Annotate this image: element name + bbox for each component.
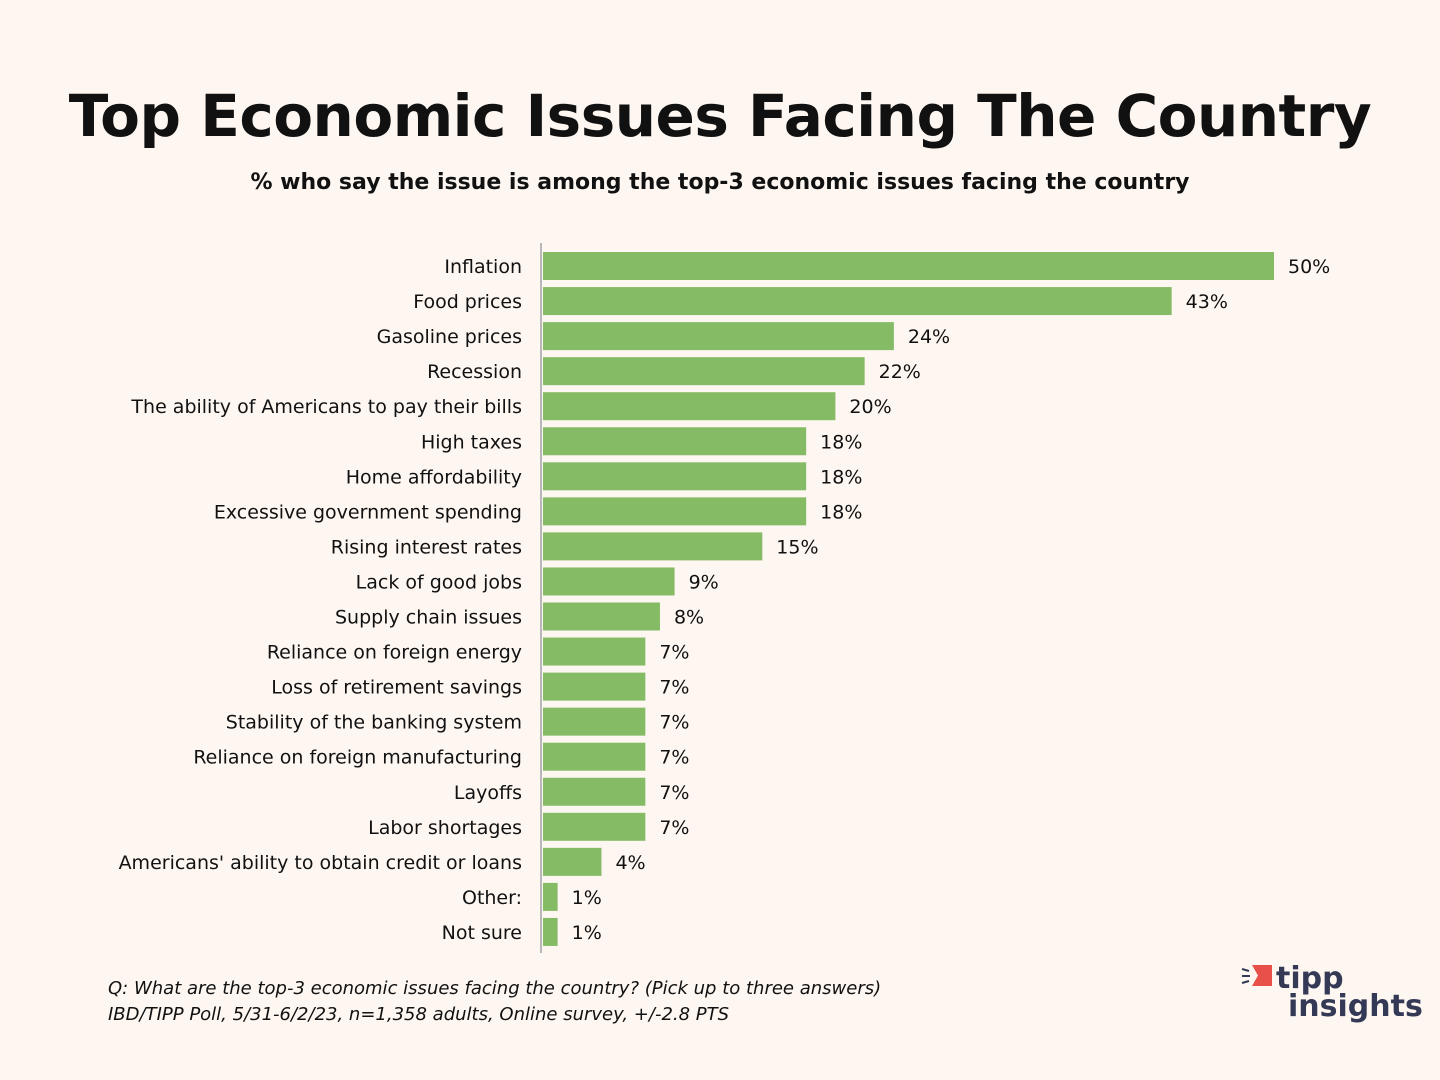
- value-label: 20%: [849, 396, 891, 418]
- bar: [543, 812, 646, 841]
- category-label: Stability of the banking system: [226, 712, 522, 734]
- footer-question: Q: What are the top-3 economic issues fa…: [108, 978, 882, 999]
- bar: [543, 637, 646, 666]
- bar: [543, 497, 807, 526]
- value-label: 7%: [659, 677, 689, 699]
- value-label: 15%: [776, 536, 818, 558]
- category-label: Food prices: [413, 291, 522, 313]
- bar: [543, 322, 894, 351]
- category-label: Loss of retirement savings: [271, 677, 522, 699]
- bar-row: Rising interest rates 15%: [331, 532, 819, 561]
- value-label: 7%: [659, 782, 689, 804]
- tipp-insights-logo: tipp insights: [1241, 961, 1423, 1024]
- bar: [543, 252, 1274, 280]
- logo-line2: insights: [1288, 989, 1423, 1024]
- chart-subtitle: % who say the issue is among the top-3 e…: [250, 170, 1190, 195]
- bar: [543, 742, 646, 771]
- value-label: 22%: [879, 361, 921, 383]
- bar: [543, 707, 646, 736]
- value-label: 9%: [689, 571, 719, 593]
- bar: [543, 532, 763, 561]
- category-label: Gasoline prices: [377, 326, 522, 348]
- category-label: Other:: [462, 887, 522, 909]
- value-label: 7%: [659, 712, 689, 734]
- bar-row: The ability of Americans to pay their bi…: [130, 392, 892, 421]
- value-label: 18%: [820, 431, 862, 453]
- chart-title: Top Economic Issues Facing The Country: [68, 82, 1372, 150]
- logo-flag-icon: [1241, 965, 1272, 986]
- bar: [543, 392, 836, 421]
- category-label: High taxes: [421, 431, 522, 453]
- bar: [543, 287, 1172, 316]
- bar-row: Other: 1%: [462, 882, 602, 911]
- value-label: 43%: [1186, 291, 1228, 313]
- footer-source: IBD/TIPP Poll, 5/31-6/2/23, n=1,358 adul…: [108, 1004, 730, 1025]
- category-label: Labor shortages: [368, 817, 522, 839]
- category-label: Supply chain issues: [335, 607, 522, 629]
- bar: [543, 462, 807, 491]
- bar-row: Supply chain issues 8%: [335, 602, 704, 631]
- category-label: Excessive government spending: [214, 501, 522, 523]
- value-label: 18%: [820, 501, 862, 523]
- bar: [543, 672, 646, 701]
- bar: [543, 357, 865, 386]
- bar: [543, 847, 602, 876]
- value-label: 7%: [659, 817, 689, 839]
- value-label: 24%: [908, 326, 950, 348]
- bar-row: Reliance on foreign manufacturing 7%: [193, 742, 689, 771]
- value-label: 1%: [572, 922, 602, 944]
- category-label: Rising interest rates: [331, 536, 522, 558]
- category-label: Layoffs: [454, 782, 522, 804]
- bar: [543, 567, 675, 596]
- category-label: Americans' ability to obtain credit or l…: [119, 852, 522, 874]
- bar-row: Excessive government spending 18%: [214, 497, 862, 526]
- bar-row: Loss of retirement savings 7%: [271, 672, 689, 701]
- category-label: Home affordability: [346, 466, 522, 488]
- value-label: 1%: [572, 887, 602, 909]
- bar-row: Layoffs 7%: [454, 777, 689, 806]
- value-label: 50%: [1288, 256, 1330, 278]
- bar-row: Americans' ability to obtain credit or l…: [119, 847, 646, 876]
- value-label: 18%: [820, 466, 862, 488]
- category-label: Recession: [427, 361, 522, 383]
- bar-row: Reliance on foreign energy 7%: [267, 637, 689, 666]
- bar-row: Lack of good jobs 9%: [356, 567, 719, 596]
- bar-row: Recession 22%: [427, 357, 921, 386]
- bar: [543, 602, 660, 631]
- category-label: Reliance on foreign energy: [267, 642, 522, 664]
- value-label: 7%: [659, 747, 689, 769]
- category-label: Lack of good jobs: [356, 571, 522, 593]
- bar-row: Not sure 1%: [442, 917, 602, 946]
- footer: Q: What are the top-3 economic issues fa…: [108, 976, 881, 1028]
- bar-row: Stability of the banking system 7%: [226, 707, 689, 736]
- value-label: 8%: [674, 607, 704, 629]
- category-label: Reliance on foreign manufacturing: [193, 747, 522, 769]
- bar-row: Gasoline prices 24%: [377, 322, 950, 351]
- category-label: Not sure: [442, 922, 522, 944]
- bar: [543, 427, 807, 456]
- bar: [543, 777, 646, 806]
- category-label: Inflation: [444, 256, 522, 278]
- bar-row: High taxes 18%: [421, 427, 862, 456]
- value-label: 4%: [615, 852, 645, 874]
- bar: [543, 882, 558, 911]
- bar: [543, 917, 558, 946]
- category-label: The ability of Americans to pay their bi…: [130, 396, 522, 418]
- value-label: 7%: [659, 642, 689, 664]
- logo-line1: tipp: [1276, 961, 1344, 996]
- bar-row: Inflation 50%: [444, 252, 1330, 280]
- bar-row: Food prices 43%: [413, 287, 1228, 316]
- bar-row: Home affordability 18%: [346, 462, 862, 491]
- bar-row: Labor shortages 7%: [368, 812, 689, 841]
